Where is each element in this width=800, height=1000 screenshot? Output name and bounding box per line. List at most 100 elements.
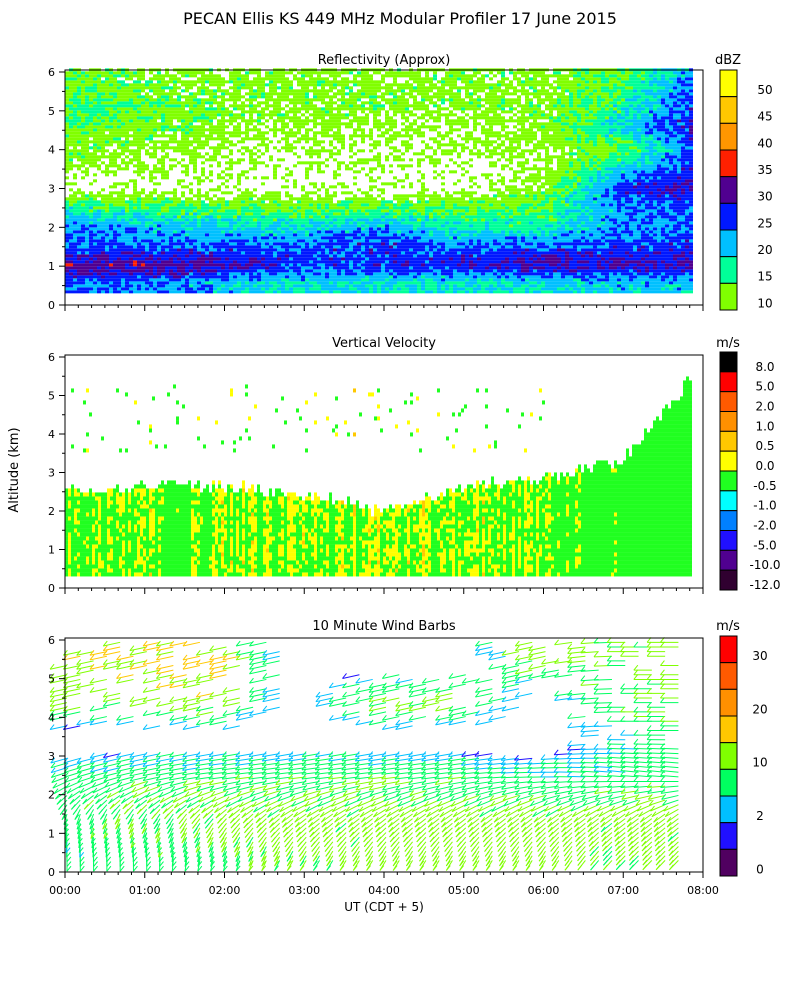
reflectivity-cell	[321, 242, 325, 246]
reflectivity-cell	[137, 146, 141, 150]
reflectivity-cell	[221, 107, 225, 111]
reflectivity-cell	[249, 107, 253, 111]
reflectivity-cell	[137, 221, 141, 225]
reflectivity-cell	[213, 245, 217, 249]
reflectivity-cell	[153, 122, 157, 126]
reflectivity-cell	[101, 125, 105, 129]
reflectivity-cell	[333, 284, 337, 288]
reflectivity-cell	[257, 122, 261, 126]
reflectivity-cell	[193, 167, 197, 171]
reflectivity-cell	[157, 260, 161, 264]
reflectivity-cell	[185, 287, 189, 291]
reflectivity-cell	[261, 263, 265, 267]
reflectivity-cell	[197, 182, 201, 186]
reflectivity-cell	[81, 83, 85, 87]
reflectivity-cell	[69, 128, 73, 132]
reflectivity-cell	[197, 128, 201, 132]
reflectivity-cell	[125, 89, 129, 93]
reflectivity-cell	[93, 200, 97, 204]
reflectivity-cell	[289, 200, 293, 204]
reflectivity-cell	[277, 194, 281, 198]
reflectivity-cell	[105, 227, 109, 231]
reflectivity-cell	[217, 188, 221, 192]
reflectivity-cell	[249, 113, 253, 117]
reflectivity-cell	[65, 230, 69, 234]
reflectivity-cell	[217, 113, 221, 117]
reflectivity-cell	[85, 167, 89, 171]
reflectivity-cell	[161, 122, 165, 126]
reflectivity-cell	[189, 230, 193, 234]
reflectivity-cell	[125, 221, 129, 225]
reflectivity-cell	[225, 221, 229, 225]
reflectivity-cell	[365, 197, 369, 201]
reflectivity-cell	[169, 263, 173, 267]
reflectivity-cell	[357, 227, 361, 231]
reflectivity-cell	[113, 254, 117, 258]
reflectivity-cell	[185, 122, 189, 126]
reflectivity-cell	[165, 221, 169, 225]
reflectivity-cell	[345, 83, 349, 87]
reflectivity-cell	[157, 272, 161, 276]
reflectivity-cell	[281, 215, 285, 219]
reflectivity-cell	[257, 128, 261, 132]
reflectivity-cell	[93, 110, 97, 114]
reflectivity-cell	[321, 218, 325, 222]
reflectivity-cell	[177, 80, 181, 84]
reflectivity-cell	[221, 104, 225, 108]
reflectivity-cell	[149, 107, 153, 111]
reflectivity-cell	[277, 260, 281, 264]
reflectivity-cell	[213, 269, 217, 273]
reflectivity-cell	[117, 284, 121, 288]
reflectivity-cell	[113, 245, 117, 249]
reflectivity-cell	[125, 275, 129, 279]
reflectivity-cell	[281, 236, 285, 240]
reflectivity-cell	[133, 200, 137, 204]
reflectivity-cell	[97, 71, 101, 75]
reflectivity-cell	[177, 251, 181, 255]
reflectivity-cell	[285, 281, 289, 285]
reflectivity-cell	[393, 218, 397, 222]
reflectivity-cell	[125, 200, 129, 204]
reflectivity-cell	[169, 212, 173, 216]
reflectivity-cell	[353, 275, 357, 279]
reflectivity-cell	[197, 143, 201, 147]
reflectivity-cell	[349, 206, 353, 210]
reflectivity-cell	[157, 116, 161, 120]
reflectivity-cell	[85, 194, 89, 198]
reflectivity-cell	[245, 86, 249, 90]
reflectivity-cell	[385, 131, 389, 135]
reflectivity-cell	[233, 263, 237, 267]
reflectivity-cell	[213, 80, 217, 84]
reflectivity-cell	[233, 185, 237, 189]
reflectivity-cell	[73, 287, 77, 291]
reflectivity-cell	[277, 209, 281, 213]
reflectivity-cell	[329, 236, 333, 240]
reflectivity-cell	[337, 260, 341, 264]
reflectivity-cell	[357, 128, 361, 132]
reflectivity-cell	[325, 239, 329, 243]
reflectivity-cell	[213, 95, 217, 99]
reflectivity-cell	[141, 227, 145, 231]
reflectivity-cell	[85, 107, 89, 111]
reflectivity-cell	[325, 251, 329, 255]
reflectivity-cell	[217, 242, 221, 246]
reflectivity-cell	[297, 80, 301, 84]
reflectivity-cell	[237, 275, 241, 279]
reflectivity-cell	[385, 260, 389, 264]
reflectivity-cell	[113, 125, 117, 129]
reflectivity-cell	[101, 101, 105, 105]
reflectivity-cell	[333, 92, 337, 96]
reflectivity-cell	[261, 260, 265, 264]
reflectivity-cell	[153, 245, 157, 249]
reflectivity-cell	[169, 191, 173, 195]
reflectivity-cell	[213, 215, 217, 219]
reflectivity-cell	[153, 266, 157, 270]
reflectivity-cell	[285, 230, 289, 234]
reflectivity-cell	[169, 140, 173, 144]
reflectivity-cell	[193, 140, 197, 144]
reflectivity-cell	[317, 203, 321, 207]
reflectivity-cell	[125, 143, 129, 147]
reflectivity-cell	[285, 212, 289, 216]
reflectivity-cell	[337, 218, 341, 222]
reflectivity-cell	[101, 215, 105, 219]
